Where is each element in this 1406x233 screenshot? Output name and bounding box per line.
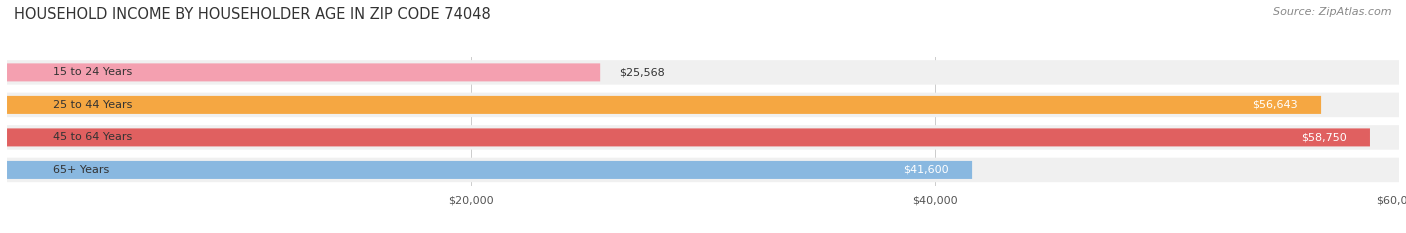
Text: $41,600: $41,600 (903, 165, 949, 175)
FancyBboxPatch shape (7, 161, 972, 179)
Text: 65+ Years: 65+ Years (53, 165, 110, 175)
FancyBboxPatch shape (7, 63, 600, 81)
FancyBboxPatch shape (7, 60, 1399, 85)
Text: $56,643: $56,643 (1253, 100, 1298, 110)
Text: Source: ZipAtlas.com: Source: ZipAtlas.com (1274, 7, 1392, 17)
Text: 15 to 24 Years: 15 to 24 Years (53, 67, 132, 77)
Text: 45 to 64 Years: 45 to 64 Years (53, 132, 132, 142)
FancyBboxPatch shape (7, 93, 1399, 117)
Text: HOUSEHOLD INCOME BY HOUSEHOLDER AGE IN ZIP CODE 74048: HOUSEHOLD INCOME BY HOUSEHOLDER AGE IN Z… (14, 7, 491, 22)
FancyBboxPatch shape (7, 128, 1369, 146)
FancyBboxPatch shape (7, 96, 1322, 114)
FancyBboxPatch shape (7, 125, 1399, 150)
Text: $58,750: $58,750 (1301, 132, 1347, 142)
Text: $25,568: $25,568 (619, 67, 665, 77)
FancyBboxPatch shape (7, 158, 1399, 182)
Text: 25 to 44 Years: 25 to 44 Years (53, 100, 132, 110)
